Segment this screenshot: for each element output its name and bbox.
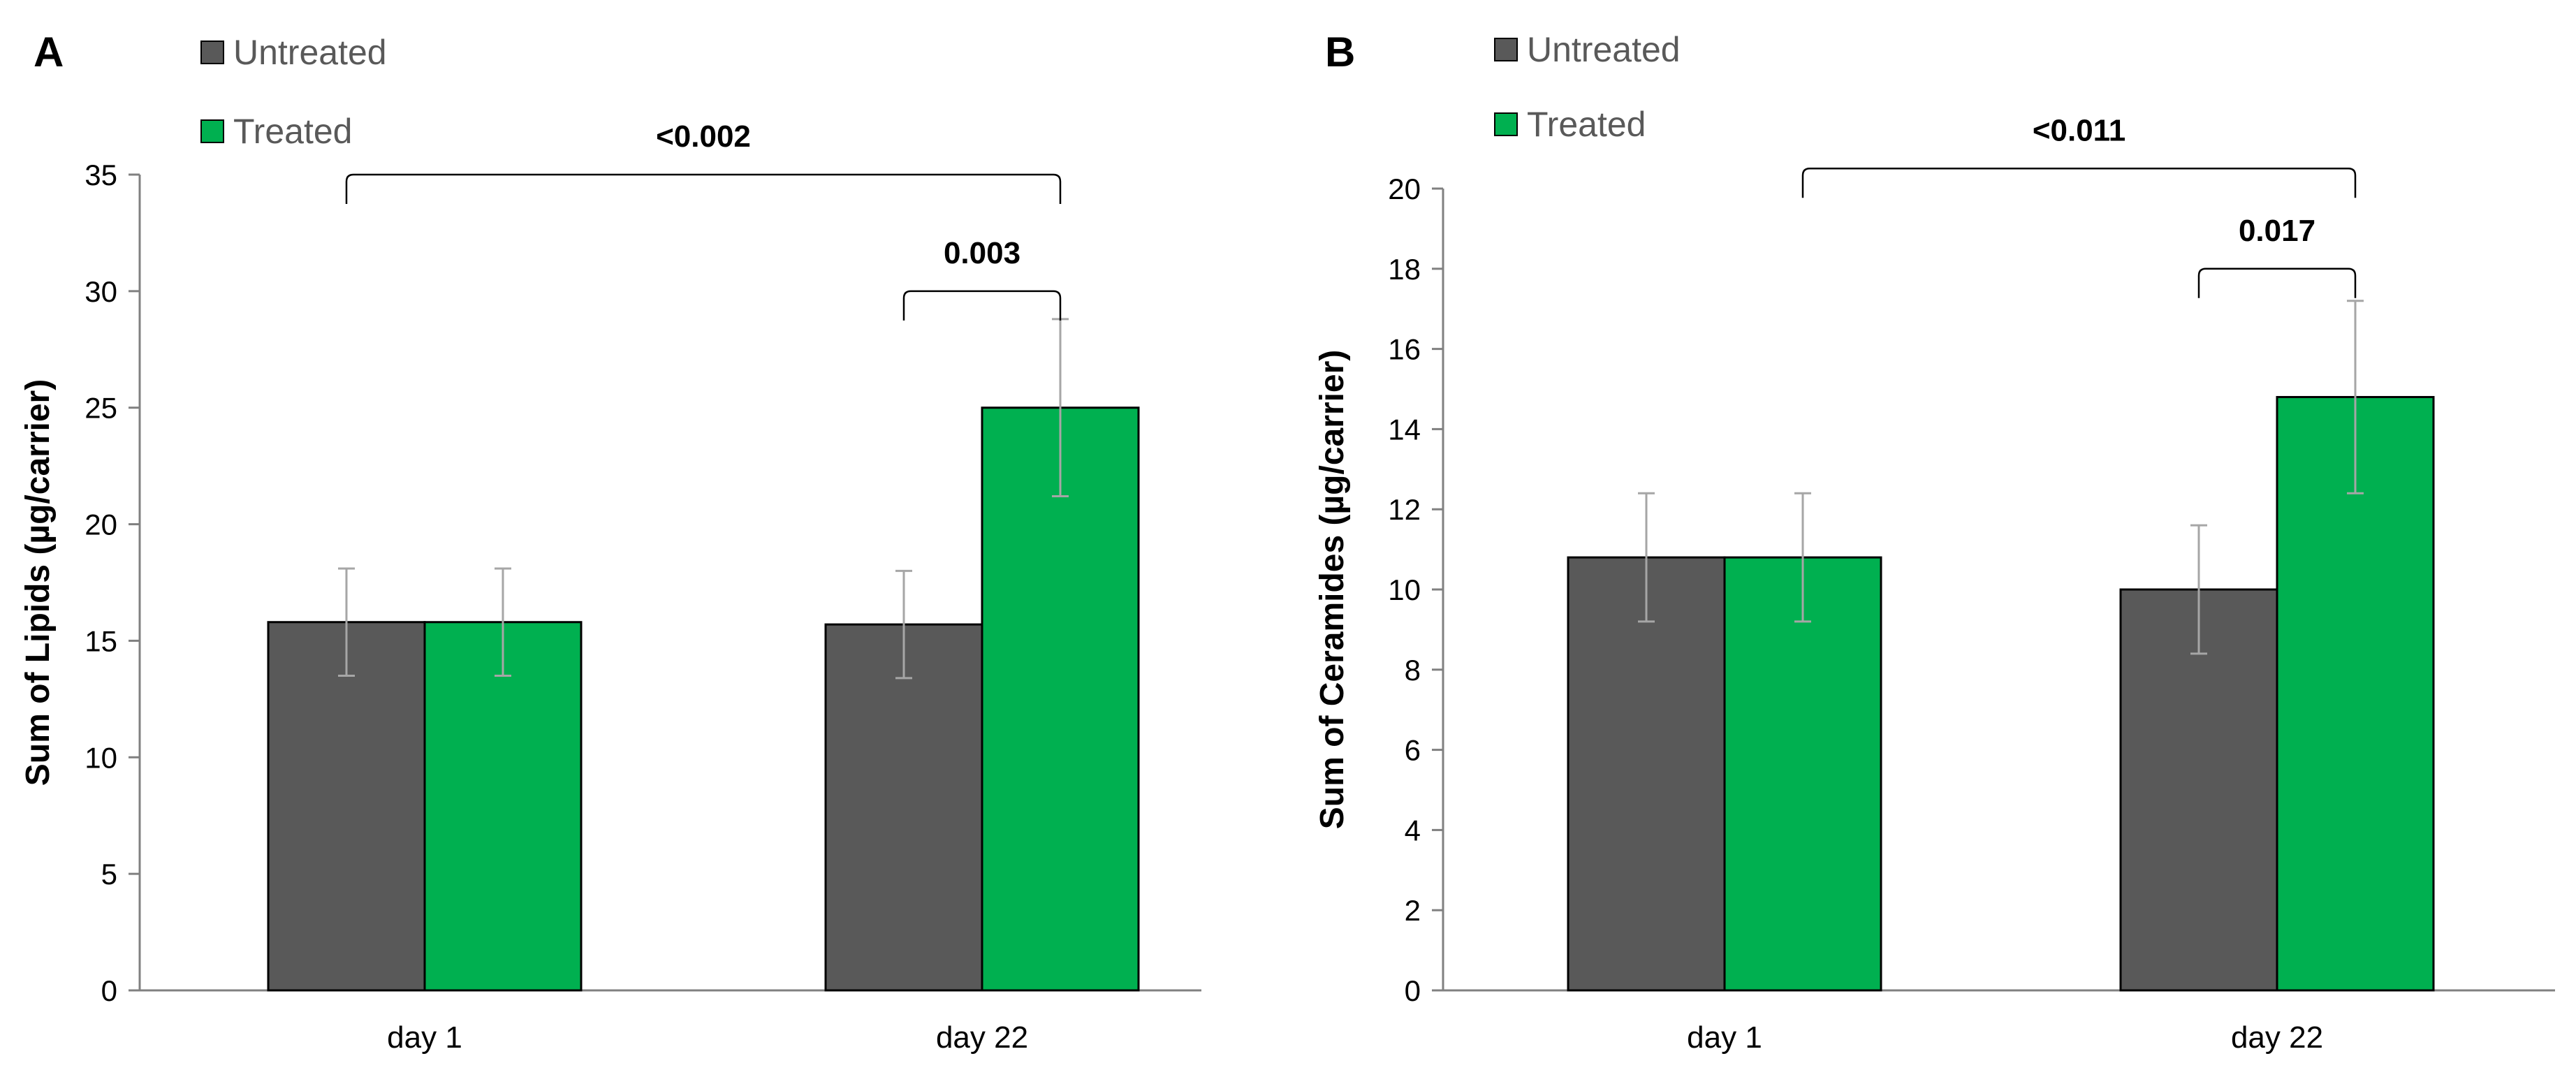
significance-bracket [2197, 268, 2357, 298]
error-bar-untreated-day-22 [895, 569, 912, 680]
legend-swatch-untreated [1494, 38, 1518, 61]
category-label: day 22 [2231, 1020, 2323, 1055]
y-tick-label: 20 [85, 508, 117, 541]
significance-label: 0.003 [944, 236, 1020, 270]
y-tick-label: 12 [1388, 493, 1421, 526]
bar-untreated-day-22 [824, 623, 983, 992]
legend-label-treated: Treated [1527, 105, 1646, 144]
y-tick-label: 8 [1405, 654, 1421, 687]
y-tick-label: 20 [1388, 173, 1421, 205]
significance-bracket [1801, 168, 2357, 198]
y-axis-label: Sum of Ceramides (µg/carrier) [1314, 350, 1351, 830]
y-tick-label: 35 [85, 159, 117, 191]
category-label: day 22 [936, 1020, 1028, 1055]
y-tick-label: 30 [85, 275, 117, 308]
significance-label: <0.002 [656, 119, 751, 154]
panel-letter: A [34, 29, 64, 75]
y-tick-label: 15 [85, 624, 117, 657]
error-bar-treated-day-1 [1794, 492, 1811, 623]
significance-bracket [345, 173, 1062, 204]
y-tick-label: 18 [1388, 253, 1421, 286]
error-bar-treated-day-22 [2347, 300, 2364, 494]
category-label: day 1 [387, 1020, 462, 1055]
y-tick-label: 25 [85, 392, 117, 425]
chart-panel-a: A Untreated Treated 0 5 10 15 20 25 30 35 Sum of Li… [20, 29, 1201, 1055]
bar-treated-day-22 [2276, 395, 2435, 992]
error-bar-treated-day-1 [495, 567, 511, 677]
y-tick-label: 5 [101, 858, 117, 891]
bar-untreated-day-22 [2119, 588, 2278, 992]
y-tick-label: 16 [1388, 333, 1421, 366]
legend-label-untreated: Untreated [1527, 30, 1681, 69]
significance-bracket [902, 290, 1062, 321]
y-tick-label: 0 [101, 974, 117, 1007]
legend-label-treated: Treated [233, 112, 352, 151]
y-tick-label: 4 [1405, 814, 1421, 847]
y-tick-label: 6 [1405, 734, 1421, 767]
y-tick-label: 10 [1388, 573, 1421, 606]
legend-swatch-treated [1494, 112, 1518, 136]
legend-swatch-untreated [200, 41, 224, 64]
bar-untreated-day-1 [267, 621, 426, 992]
y-tick-label: 10 [85, 741, 117, 774]
bar-treated-day-1 [423, 621, 583, 992]
error-bar-untreated-day-1 [1638, 492, 1655, 623]
bar-untreated-day-1 [1567, 556, 1726, 992]
y-axis-label: Sum of Lipids (µg/carrier) [20, 379, 57, 786]
y-tick-label: 2 [1405, 894, 1421, 927]
chart-panel-b: B Untreated Treated 0 2 4 6 8 10 12 14 16 18 20 Sum of… [1314, 29, 2555, 1055]
y-tick-label: 0 [1405, 974, 1421, 1007]
y-tick-label: 14 [1388, 413, 1421, 446]
error-bar-untreated-day-1 [338, 567, 355, 677]
error-bar-untreated-day-22 [2190, 524, 2207, 655]
significance-label: <0.011 [2033, 113, 2125, 147]
significance-label: 0.017 [2239, 214, 2315, 248]
legend-label-untreated: Untreated [233, 33, 387, 72]
panel-letter: B [1325, 29, 1355, 75]
category-label: day 1 [1687, 1020, 1762, 1055]
legend-swatch-treated [200, 119, 224, 143]
